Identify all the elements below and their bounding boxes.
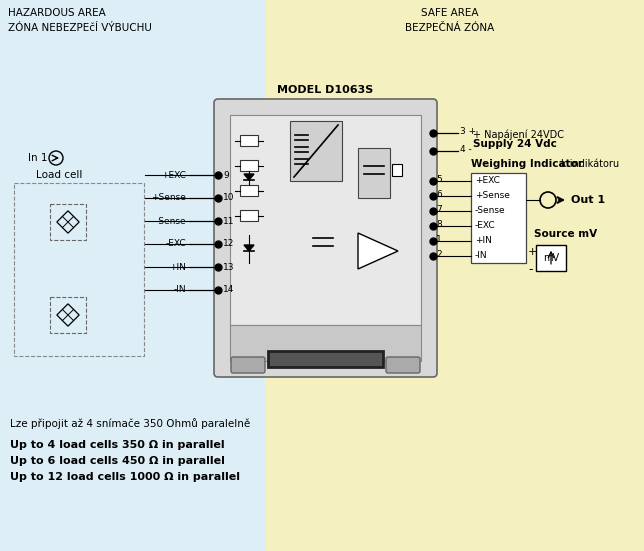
Bar [230, 325, 421, 361]
FancyBboxPatch shape [386, 357, 420, 373]
Text: SAFE AREA: SAFE AREA [421, 8, 478, 18]
Bar [50, 204, 86, 240]
Text: mV: mV [543, 253, 559, 263]
Text: -IN: -IN [475, 251, 488, 260]
Text: 11: 11 [223, 217, 234, 225]
Text: 9: 9 [223, 170, 229, 180]
Text: Up to 12 load cells 1000 Ω in parallel: Up to 12 load cells 1000 Ω in parallel [10, 472, 240, 482]
Bar [290, 121, 342, 181]
Text: 10: 10 [223, 193, 234, 203]
Text: Load cell: Load cell [36, 170, 82, 180]
Text: -: - [528, 263, 533, 276]
Text: -EXC: -EXC [475, 221, 496, 230]
Text: 14: 14 [223, 285, 234, 294]
Text: Out 1: Out 1 [571, 195, 605, 205]
Text: Up to 6 load cells 450 Ω in parallel: Up to 6 load cells 450 Ω in parallel [10, 456, 225, 466]
Text: MODEL D1063S: MODEL D1063S [277, 85, 373, 95]
Text: Source mV: Source mV [534, 229, 597, 239]
Text: 12: 12 [223, 240, 234, 249]
Text: 1: 1 [436, 235, 442, 244]
Bar [14, 183, 144, 356]
Text: Weighing Indicator: Weighing Indicator [471, 159, 583, 169]
Text: 8: 8 [436, 220, 442, 229]
Text: -EXC: -EXC [166, 240, 186, 249]
Text: -Sense: -Sense [475, 206, 506, 215]
Text: +EXC: +EXC [161, 170, 186, 180]
Text: -IN: -IN [173, 285, 186, 294]
Text: 2: 2 [436, 250, 442, 259]
Text: k indikátoru: k indikátoru [561, 159, 619, 169]
Bar [268, 351, 383, 367]
Polygon shape [244, 245, 254, 251]
Text: 6: 6 [436, 190, 442, 199]
Text: +Sense: +Sense [151, 193, 186, 203]
Bar [240, 185, 258, 196]
Bar [358, 148, 390, 198]
Text: +Sense: +Sense [475, 191, 510, 200]
Text: Lze připojit až 4 snímače 350 Ohmů paralelně: Lze připojit až 4 snímače 350 Ohmů paral… [10, 418, 251, 429]
Text: 4 -: 4 - [460, 145, 472, 154]
Bar [240, 135, 258, 146]
Text: +EXC: +EXC [475, 176, 500, 185]
Polygon shape [358, 233, 398, 269]
FancyBboxPatch shape [214, 99, 437, 377]
Text: In 1: In 1 [28, 153, 48, 163]
Text: +IN: +IN [475, 236, 492, 245]
Text: ZÓNA NEBEZPEčÍ VÝBUCHU: ZÓNA NEBEZPEčÍ VÝBUCHU [8, 23, 152, 33]
Text: +IN: +IN [169, 262, 186, 272]
Text: 3 +: 3 + [460, 127, 476, 137]
FancyBboxPatch shape [231, 357, 265, 373]
Bar [392, 164, 402, 176]
Bar [240, 160, 258, 171]
Polygon shape [244, 174, 254, 180]
Text: 13: 13 [223, 262, 234, 272]
Text: HAZARDOUS AREA: HAZARDOUS AREA [8, 8, 106, 18]
Text: 7: 7 [436, 205, 442, 214]
Text: 5: 5 [436, 175, 442, 184]
Bar [536, 245, 566, 271]
Bar [471, 173, 526, 263]
Text: BEZPEČNÁ ZÓNA: BEZPEČNÁ ZÓNA [405, 23, 495, 33]
Text: -Sense: -Sense [155, 217, 186, 225]
Bar [240, 210, 258, 221]
Text: +: + [528, 247, 537, 257]
Text: + Napájení 24VDC: + Napájení 24VDC [473, 129, 564, 139]
Bar [230, 115, 421, 325]
Bar [0, 0, 264, 551]
Text: Up to 4 load cells 350 Ω in parallel: Up to 4 load cells 350 Ω in parallel [10, 440, 225, 450]
Text: Supply 24 Vdc: Supply 24 Vdc [473, 139, 557, 149]
Bar [50, 297, 86, 333]
